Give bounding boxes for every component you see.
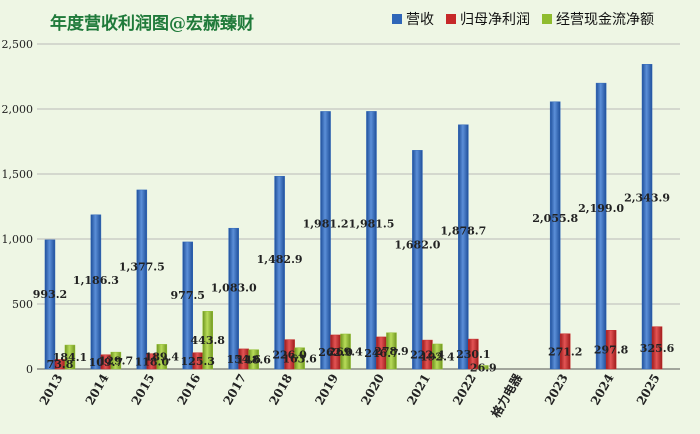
data-label: 269.4 xyxy=(328,345,363,358)
legend-swatch xyxy=(542,14,552,24)
data-label: 1,482.9 xyxy=(257,253,303,266)
data-label: 125.3 xyxy=(181,355,215,368)
bar-revenue xyxy=(136,189,148,370)
data-label: 271.2 xyxy=(548,345,582,358)
legend-label: 经营现金流净额 xyxy=(556,12,654,28)
data-label: 1,377.5 xyxy=(119,261,165,274)
y-tick-label: 1,500 xyxy=(2,168,34,181)
bar-revenue xyxy=(90,214,102,370)
bar-revenue xyxy=(641,64,653,370)
y-tick-label: 0 xyxy=(26,363,33,376)
bar-cashflow xyxy=(386,332,397,370)
bar-cashflow xyxy=(202,311,213,370)
bars xyxy=(44,64,663,370)
data-label: 109.7 xyxy=(89,356,123,369)
bar-profit xyxy=(651,326,663,370)
data-label: 1,682.0 xyxy=(394,239,440,252)
bar-cashflow xyxy=(478,365,489,370)
data-label: 1,981.5 xyxy=(348,217,394,230)
y-tick-label: 500 xyxy=(12,298,33,311)
bar-cashflow xyxy=(340,333,351,370)
data-label: 443.8 xyxy=(191,334,226,347)
y-tick-label: 2,000 xyxy=(2,103,34,116)
y-tick-label: 2,500 xyxy=(2,38,34,51)
data-label: 230.1 xyxy=(456,348,490,361)
legend-label: 归母净利润 xyxy=(460,11,530,28)
data-label: 129.7 xyxy=(99,355,133,368)
bar-revenue xyxy=(44,239,56,370)
bar-cashflow xyxy=(294,347,305,370)
data-label: 118.0 xyxy=(135,355,170,368)
data-label: 325.6 xyxy=(640,342,675,355)
bar-profit xyxy=(559,333,571,370)
data-label: 2,199.0 xyxy=(578,202,624,215)
data-label: 1,878.7 xyxy=(440,225,486,238)
bar-revenue xyxy=(549,101,561,370)
bar-profit xyxy=(468,338,479,370)
data-label: 1,083.0 xyxy=(211,282,257,295)
legend-swatch xyxy=(392,14,402,24)
data-label: 26.9 xyxy=(470,361,497,374)
bar-cashflow xyxy=(248,349,259,370)
data-label: 1,186.3 xyxy=(73,274,119,287)
bar-revenue xyxy=(274,175,285,370)
data-label: 246.7 xyxy=(364,347,398,360)
data-label: 297.8 xyxy=(594,344,629,357)
bar-profit xyxy=(605,330,617,370)
data-label: 278.9 xyxy=(374,345,408,358)
y-tick-label: 1,000 xyxy=(2,233,34,246)
bar-revenue xyxy=(595,82,607,370)
data-label: 73.8 xyxy=(47,358,74,371)
bar-revenue xyxy=(412,150,423,370)
data-label: 222.4 xyxy=(410,349,445,362)
bar-cashflow xyxy=(156,344,168,370)
chart-title: 年度营收利润图@宏赫臻财 xyxy=(50,13,254,34)
data-label: 262.0 xyxy=(318,346,353,359)
data-label: 1,981.2 xyxy=(303,217,349,230)
data-label: 154.6 xyxy=(226,353,261,366)
data-label: 184.1 xyxy=(53,351,87,364)
data-label: 189.4 xyxy=(145,351,180,364)
bar-cashflow xyxy=(110,351,122,370)
y-axis: 0 500 1,000 1,500 2,000 2,500 xyxy=(2,38,680,376)
bar-revenue xyxy=(228,227,239,370)
data-label: 148.6 xyxy=(236,353,271,366)
data-label: 2,343.9 xyxy=(624,191,670,204)
data-label: 226.0 xyxy=(272,348,307,361)
legend-swatch xyxy=(446,14,456,24)
data-label: 163.6 xyxy=(282,352,317,365)
bar-revenue xyxy=(366,111,377,370)
data-label: 192.4 xyxy=(420,350,455,363)
bar-revenue xyxy=(458,124,469,370)
bar-cashflow xyxy=(64,344,76,370)
legend-label: 营收 xyxy=(406,12,434,28)
bar-revenue xyxy=(182,241,193,370)
data-label: 977.5 xyxy=(171,289,205,302)
data-label: 2,055.8 xyxy=(532,212,578,225)
data-label: 993.2 xyxy=(33,288,67,301)
bar-revenue xyxy=(320,111,331,370)
legend: 营收 归母净利润 经营现金流净额 xyxy=(392,11,654,28)
bar-cashflow xyxy=(432,343,443,370)
